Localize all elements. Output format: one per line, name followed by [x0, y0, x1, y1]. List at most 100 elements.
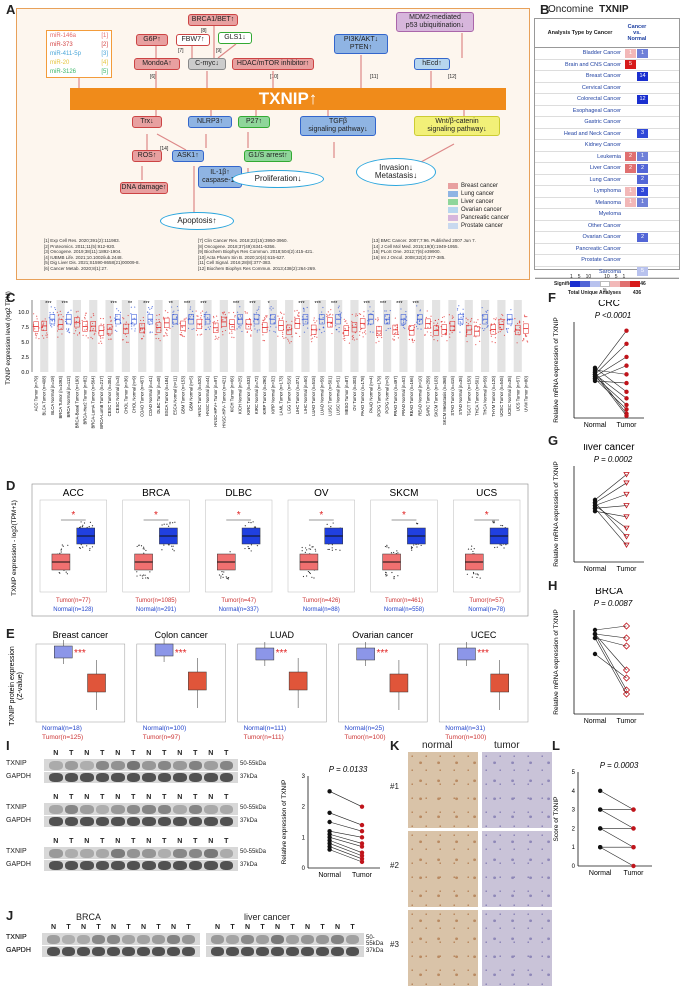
c-point	[444, 321, 446, 323]
pair-line	[594, 330, 627, 373]
c-point	[358, 313, 360, 315]
d-point	[471, 576, 473, 578]
panel-a-legend: Breast cancer Lung cancer Liver cancer O…	[448, 182, 509, 230]
blot-band-txnip	[256, 935, 269, 944]
d-point	[471, 545, 473, 547]
c-point	[458, 305, 460, 307]
blot-lane-label: N	[177, 838, 183, 845]
c-point	[329, 313, 331, 315]
c-point	[500, 317, 502, 320]
c-point	[250, 335, 252, 337]
c-point	[465, 335, 467, 338]
nlrp3-box: NLRP3↑	[188, 116, 232, 128]
c-point	[436, 324, 438, 326]
oncomine-row: Kidney Cancer	[535, 140, 679, 152]
trx-box: Trx↓	[132, 116, 162, 128]
pair-ytick: 1	[302, 835, 306, 841]
blot-band-gapdh	[111, 773, 125, 782]
c-point	[526, 340, 528, 342]
c-point	[33, 313, 35, 315]
oncomine-up-cell: 2	[625, 163, 636, 173]
c-point	[358, 334, 361, 336]
blot-band-txnip	[157, 849, 171, 858]
scale-label: 1	[622, 274, 626, 280]
blot-band-gapdh	[80, 861, 94, 870]
oncomine-row-name: Esophageal Cancer	[572, 107, 621, 114]
c-point	[191, 310, 194, 313]
c-point	[404, 327, 406, 330]
pair-normal-point	[592, 635, 598, 641]
oncomine-down-cell: 3	[637, 129, 648, 139]
mir-ref-4: [4]	[101, 60, 108, 66]
pair-line	[594, 378, 627, 410]
oncomine-row-name: Cervical Cancer	[581, 84, 621, 91]
c-point	[100, 317, 102, 320]
c-group-label: PRAD Tumor (n=497)	[393, 375, 398, 416]
d-point	[385, 575, 387, 577]
c-point	[188, 317, 191, 319]
d-point	[60, 551, 62, 553]
c-point	[65, 328, 68, 330]
oncomine-col2-header: Cancer vs. Normal	[627, 24, 647, 42]
c-point	[35, 332, 37, 335]
c-point	[306, 306, 308, 309]
c-point	[316, 320, 318, 322]
c-group-label: READ Normal (n=10)	[417, 375, 422, 415]
blot-band-gapdh	[152, 947, 165, 956]
c-point	[425, 316, 427, 319]
c-point	[412, 341, 414, 343]
c-point	[196, 315, 198, 317]
blot-lane-label: T	[100, 838, 105, 845]
c-point	[281, 318, 283, 320]
c-point	[301, 319, 303, 321]
blot-band-gapdh	[173, 817, 187, 826]
mir-ref-3: [3]	[101, 51, 108, 57]
oncomine-row-name: Colorectal Cancer	[576, 96, 621, 103]
pair-line	[594, 505, 627, 529]
blot-gapdh-label: GAPDH	[6, 861, 31, 868]
d-point	[496, 546, 498, 548]
c-point	[222, 319, 224, 321]
c-point	[49, 312, 51, 314]
c-group-label: TGCT Tumor (n=150)	[466, 375, 471, 416]
d-point	[244, 547, 246, 550]
c-group-label: THYM Tumor (n=120)	[491, 375, 496, 416]
c-band	[138, 300, 147, 372]
blot-band-gapdh	[173, 773, 187, 782]
c-point	[92, 329, 94, 331]
d-point	[309, 572, 311, 575]
d-point	[169, 523, 171, 525]
c-point	[376, 332, 378, 334]
blot-band-gapdh	[64, 861, 78, 870]
blot-band-txnip	[47, 935, 60, 944]
c-group-label: BLCA Tumor (n=408)	[42, 375, 47, 415]
oncomine-row-name: Ovarian Cancer	[582, 234, 621, 241]
c-point	[484, 328, 486, 330]
pair-normal-point	[598, 807, 603, 812]
d-point	[472, 550, 474, 553]
txnip-bar	[70, 88, 506, 110]
blot-band-txnip	[167, 935, 180, 944]
k-normal-title: normal	[422, 740, 453, 751]
apoptosis-box: Apoptosis↑	[160, 212, 234, 230]
c-point	[111, 326, 114, 328]
c-point	[100, 337, 102, 339]
pair-tumor-point	[359, 829, 365, 834]
pi3k-box: PI3K/AKT↓ PTEN↑	[334, 34, 388, 54]
c-point	[167, 311, 169, 314]
c-point	[262, 334, 264, 336]
pair-tumor-point	[623, 491, 630, 498]
pair-pval: P = 0.0087	[594, 599, 633, 608]
c-point	[215, 315, 218, 317]
oncomine-row: Gastric Cancer	[535, 117, 679, 129]
c-group-label: UVM Tumor (n=80)	[523, 375, 528, 411]
c-point	[258, 306, 260, 308]
c-point	[78, 331, 81, 334]
blot-band-txnip	[80, 849, 94, 858]
c-star: ***	[331, 301, 338, 307]
blot-lane-label: T	[69, 750, 74, 757]
c-point	[394, 332, 396, 335]
c-point	[487, 325, 489, 328]
e-tumor-n: Tumor(n=97)	[143, 734, 181, 741]
